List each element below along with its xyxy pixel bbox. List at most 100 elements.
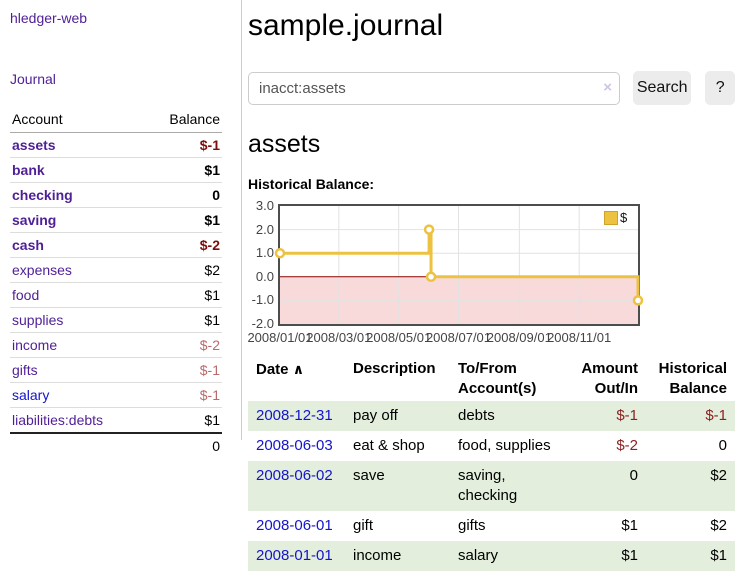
transaction-accounts: saving, checking xyxy=(458,467,518,504)
account-balance: $-2 xyxy=(144,332,222,358)
page-title: sample.journal xyxy=(248,9,444,42)
account-balance: 0 xyxy=(144,182,222,208)
transaction-balance: 0 xyxy=(718,437,727,454)
account-balance: $1 xyxy=(144,207,222,233)
transaction-description: income xyxy=(353,547,402,564)
account-link-cash[interactable]: cash xyxy=(12,237,44,253)
account-link-checking[interactable]: checking xyxy=(12,187,73,203)
account-row: supplies $1 xyxy=(10,307,222,333)
register-row: 2008-06-02 save saving, checking 0 $2 xyxy=(248,461,735,511)
account-balance: $-2 xyxy=(144,232,222,258)
account-row: cash $-2 xyxy=(10,232,222,258)
transaction-amount: $-2 xyxy=(616,437,638,454)
search-form: × Search ? xyxy=(248,71,735,105)
x-axis-tick-label: 2008/09/01 xyxy=(486,330,552,345)
clear-search-icon[interactable]: × xyxy=(603,78,612,96)
transaction-balance: $2 xyxy=(710,517,727,534)
data-point xyxy=(423,224,435,235)
account-link-bank[interactable]: bank xyxy=(12,162,45,178)
account-rows: assets $-1 bank $1 checking 0 saving $1 cash $-2 e… xyxy=(10,132,222,459)
sidebar-account-table: Account Balance assets $-1 bank $1 checking 0… xyxy=(10,108,222,458)
account-row: assets $-1 xyxy=(10,132,222,158)
x-axis-tick-label: 2008/05/01 xyxy=(366,330,432,345)
transaction-amount: 0 xyxy=(629,467,638,484)
account-row: liabilities:debts $1 xyxy=(10,407,222,434)
transaction-date-link[interactable]: 2008-06-01 xyxy=(256,517,333,534)
register-header-row: Date ∧ Description To/From Account(s) Amo… xyxy=(248,355,735,401)
account-row: saving $1 xyxy=(10,207,222,233)
account-link-supplies[interactable]: supplies xyxy=(12,312,64,328)
x-axis-tick-label: 2008/01/01 xyxy=(247,330,313,345)
register-row: 2008-12-31 pay off debts $-1 $-1 xyxy=(248,401,735,431)
transaction-description: gift xyxy=(353,517,374,534)
chart-title: Historical Balance: xyxy=(248,176,375,192)
register-row: 2008-06-01 gift gifts $1 $2 xyxy=(248,511,735,541)
help-button[interactable]: ? xyxy=(705,71,735,105)
historical-balance-chart: $ 3.0 2.0 1.0 0.0 -1.0 -2.0 2008/01/01 2008/03/… xyxy=(247,199,735,346)
account-balance: $-1 xyxy=(144,132,222,158)
nav-journal-link[interactable]: Journal xyxy=(10,71,56,87)
transaction-accounts: gifts xyxy=(458,517,486,534)
account-link-food[interactable]: food xyxy=(12,287,40,303)
legend-swatch-icon xyxy=(604,210,618,225)
account-balance: $2 xyxy=(144,257,222,283)
transaction-date-link[interactable]: 2008-06-03 xyxy=(256,437,333,454)
account-row: income $-2 xyxy=(10,332,222,358)
account-table-header: Account Balance xyxy=(10,108,222,133)
chart-plot-area xyxy=(274,204,644,326)
account-balance: $-1 xyxy=(144,357,222,383)
account-link-expenses[interactable]: expenses xyxy=(12,262,72,278)
transaction-amount: $1 xyxy=(621,517,638,534)
account-row: checking 0 xyxy=(10,182,222,208)
account-balance: $1 xyxy=(144,157,222,183)
description-column-header: Description xyxy=(353,360,436,377)
account-balance: $1 xyxy=(144,282,222,308)
sidebar: hledger-web Journal Account Balance asse… xyxy=(0,0,242,454)
search-button[interactable]: Search xyxy=(633,71,692,105)
register-row: 2008-01-01 income salary $1 $1 xyxy=(248,541,735,571)
transaction-accounts: debts xyxy=(458,407,495,424)
legend-label: $ xyxy=(620,210,628,225)
account-link-income[interactable]: income xyxy=(12,337,58,353)
transaction-description: pay off xyxy=(353,407,398,424)
account-link-liabilities-debts[interactable]: liabilities:debts xyxy=(12,412,104,428)
date-column-header: Date ∧ xyxy=(256,361,305,378)
account-row: food $1 xyxy=(10,282,222,308)
register-rows: 2008-12-31 pay off debts $-1 $-1 2008-06-03 ea… xyxy=(248,401,735,571)
account-heading: assets xyxy=(248,130,321,158)
transaction-date-link[interactable]: 2008-06-02 xyxy=(256,467,333,484)
x-axis-tick-label: 2008/11/01 xyxy=(547,330,612,345)
account-link-gifts[interactable]: gifts xyxy=(12,362,38,378)
y-axis-tick-label: 1.0 xyxy=(255,245,274,261)
transaction-amount: $-1 xyxy=(616,407,638,424)
account-link-assets[interactable]: assets xyxy=(12,137,56,153)
transaction-balance: $2 xyxy=(710,467,727,484)
chart-legend: $ xyxy=(604,210,627,225)
y-axis-tick-label: -1.0 xyxy=(251,292,274,308)
y-axis-tick-label: 2.0 xyxy=(255,221,274,237)
tofrom-column-header: To/From Account(s) xyxy=(458,360,537,397)
data-point xyxy=(632,295,644,306)
sort-ascending-icon: ∧ xyxy=(292,361,305,377)
transaction-date-link[interactable]: 2008-12-31 xyxy=(256,407,333,424)
accounts-total-value: 0 xyxy=(212,438,220,454)
register-row: 2008-06-03 eat & shop food, supplies $-2 0 xyxy=(248,431,735,461)
transaction-balance: $-1 xyxy=(705,407,727,424)
account-row: expenses $2 xyxy=(10,257,222,283)
amount-column-header: Amount Out/In xyxy=(581,360,638,397)
balance-column-header-register: Historical Balance xyxy=(658,360,727,397)
data-point xyxy=(274,247,286,259)
account-row: bank $1 xyxy=(10,157,222,183)
transaction-accounts: salary xyxy=(458,547,499,564)
account-link-salary[interactable]: salary xyxy=(12,387,50,403)
x-axis-tick-label: 2008/07/01 xyxy=(425,330,492,345)
account-link-saving[interactable]: saving xyxy=(12,212,57,228)
y-axis-tick-label: 3.0 xyxy=(255,198,274,213)
chart-svg xyxy=(274,206,644,324)
data-point xyxy=(425,271,437,283)
account-balance: $1 xyxy=(144,307,222,333)
account-balance: $-1 xyxy=(144,382,222,408)
transaction-date-link[interactable]: 2008-01-01 xyxy=(256,547,333,564)
app-brand-link[interactable]: hledger-web xyxy=(10,10,88,26)
search-input[interactable] xyxy=(248,71,620,105)
